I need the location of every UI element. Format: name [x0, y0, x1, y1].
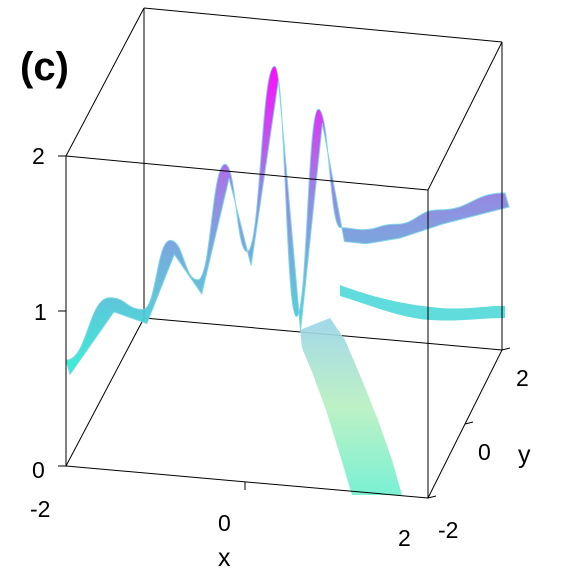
y-tick-mark	[464, 421, 474, 425]
panel-label: (c)	[20, 45, 69, 89]
diagonal-band	[300, 318, 402, 495]
tail-ribbon	[340, 285, 505, 321]
box-edge	[65, 317, 145, 467]
y-tick-label: -2	[438, 517, 458, 543]
x-tick-label: 2	[398, 525, 411, 551]
y-ticks: 2 0 -2	[438, 365, 529, 543]
z-tick-label: 2	[32, 143, 45, 169]
box-edge	[65, 155, 429, 191]
box-back-edges	[65, 7, 503, 467]
y-tick-mark	[427, 495, 437, 499]
box-edge	[65, 465, 429, 499]
y-tick-mark	[501, 347, 511, 351]
y-tick-label: 0	[478, 439, 491, 465]
x-tick-label: 0	[218, 510, 231, 536]
box-front-edges	[65, 41, 503, 499]
surface	[65, 65, 510, 495]
x-ticks: -2 0 2	[30, 496, 411, 551]
tick-marks	[58, 155, 511, 499]
z-tick-label: 0	[32, 457, 45, 483]
y-tick-label: 2	[516, 365, 529, 391]
x-tick-label: -2	[30, 496, 50, 522]
x-axis-label: x	[218, 544, 231, 572]
y-axis-label: y	[518, 441, 531, 469]
box-edge	[143, 7, 503, 43]
z-tick-label: 1	[34, 299, 47, 325]
box-edge	[427, 41, 503, 191]
ridge-surface	[65, 65, 510, 376]
box-edge	[65, 7, 145, 157]
z-ticks: 2 1 0	[32, 143, 47, 483]
